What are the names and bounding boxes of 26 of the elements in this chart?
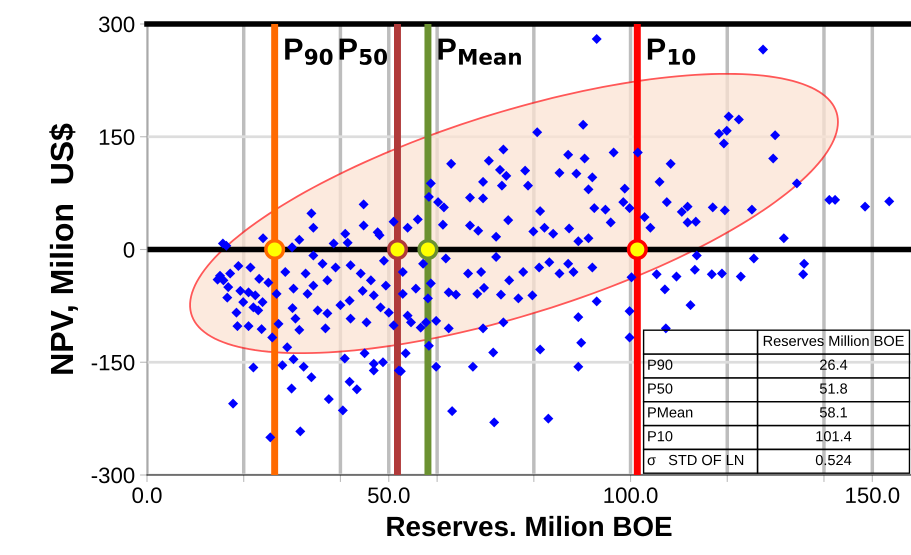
y-tick-label: -150 bbox=[92, 354, 134, 371]
annotation: 58.1 bbox=[820, 407, 847, 418]
x-tick-label: 100.0 bbox=[604, 487, 658, 504]
x-tick-label: 150.0 bbox=[846, 487, 900, 504]
annotation: 51.8 bbox=[820, 383, 848, 394]
y-tick-label: -300 bbox=[92, 468, 134, 484]
annotation: P50 bbox=[648, 383, 672, 394]
y-tick-label: 0 bbox=[124, 242, 134, 258]
ref-line-label: P$_{10}$ bbox=[648, 38, 696, 65]
ref-line-label: P$_{Mean}$ bbox=[438, 38, 521, 65]
ref-line-label: P$_{50}$ bbox=[340, 38, 387, 65]
y-axis-title: NPV, Milion US$ bbox=[49, 124, 78, 374]
ref-line-label: P$_{90}$ bbox=[285, 38, 333, 65]
x-axis-title: Reserves. Milion BOE bbox=[387, 516, 672, 536]
annotation: 0.524 bbox=[816, 454, 852, 466]
annotation: P90 bbox=[648, 360, 672, 370]
x-tick-label: 50.0 bbox=[368, 487, 410, 504]
y-tick-label: 300 bbox=[98, 16, 134, 32]
y-tick-label: 150 bbox=[100, 129, 134, 146]
x-tick-label: 0.0 bbox=[132, 487, 162, 504]
annotation: 26.4 bbox=[820, 360, 848, 370]
annotation: PMean bbox=[648, 407, 692, 418]
annotation: σ STD OF LN bbox=[648, 454, 744, 466]
annotation: P10 bbox=[648, 431, 672, 442]
annotation: 101.4 bbox=[816, 431, 852, 442]
annotation: Reserves Million BOE bbox=[764, 335, 904, 346]
